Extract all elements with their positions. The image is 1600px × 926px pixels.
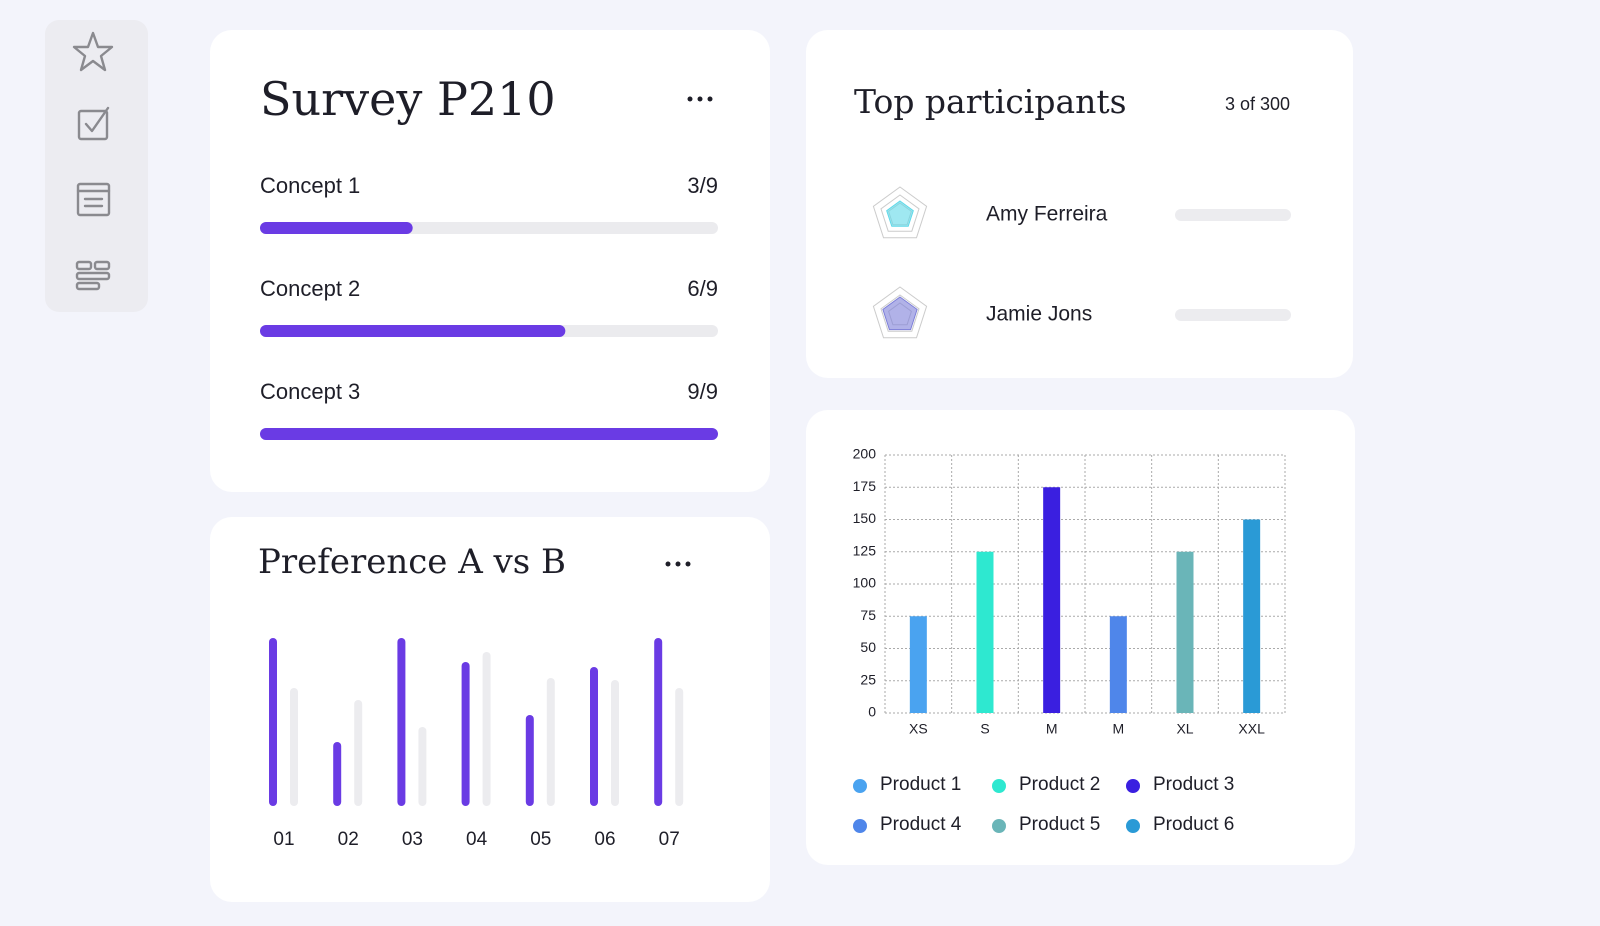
layout-icon[interactable] [75, 260, 111, 291]
participants-count: 3 of 300 [1225, 94, 1290, 114]
legend-label: Product 6 [1153, 814, 1234, 835]
progress-bar [260, 325, 566, 337]
menu-button[interactable] [665, 561, 691, 567]
y-tick-label: 125 [853, 542, 877, 558]
bar [1043, 487, 1061, 713]
legend-label: Product 2 [1019, 774, 1100, 795]
concept-score: 3/9 [687, 173, 718, 198]
legend-marker [853, 819, 867, 833]
participant-name: Amy Ferreira [986, 203, 1108, 226]
concept-score: 9/9 [687, 379, 718, 404]
participants-title: Top participants [854, 82, 1127, 121]
bar [976, 551, 994, 713]
y-tick-label: 175 [853, 478, 877, 494]
legend-label: Product 5 [1019, 814, 1100, 835]
bar [269, 638, 277, 806]
x-tick-label: XL [1176, 721, 1193, 737]
legend-marker [1126, 779, 1140, 793]
radar-grid [872, 286, 928, 339]
concept-label: Concept 2 [260, 276, 360, 301]
progress-bar [260, 222, 413, 234]
x-tick-label: 03 [402, 829, 423, 850]
radar-grid [872, 186, 928, 239]
y-tick-label: 50 [860, 639, 876, 655]
x-tick-label: XS [909, 721, 928, 737]
y-tick-label: 25 [860, 671, 876, 687]
x-tick-label: M [1112, 721, 1124, 737]
check-icon[interactable] [77, 106, 110, 141]
x-tick-label: M [1046, 721, 1058, 737]
x-tick-label: 01 [273, 829, 294, 850]
x-tick-label: XXL [1238, 721, 1265, 737]
x-tick-label: 06 [594, 829, 615, 850]
bar [1176, 551, 1194, 713]
chart-card [806, 410, 1355, 865]
bar [909, 616, 927, 713]
bar [461, 662, 470, 806]
x-tick-label: 04 [466, 829, 488, 850]
participants-card [806, 30, 1353, 378]
legend-label: Product 4 [880, 814, 962, 835]
radar-shape [886, 200, 914, 227]
bar [482, 652, 491, 806]
legend-marker [1126, 819, 1140, 833]
radar-shape [882, 296, 918, 331]
bar [354, 700, 363, 806]
concept-score: 6/9 [687, 276, 718, 301]
y-tick-label: 200 [853, 446, 877, 462]
bar [397, 638, 406, 806]
bar [1109, 616, 1127, 713]
score-placeholder [1175, 309, 1291, 321]
bar [418, 727, 427, 806]
participant-name: Jamie Jons [986, 303, 1092, 326]
concept-label: Concept 3 [260, 379, 360, 404]
y-tick-label: 0 [868, 704, 876, 720]
legend-marker [992, 819, 1006, 833]
y-tick-label: 150 [853, 510, 877, 526]
radar-grid [880, 294, 920, 332]
star-icon[interactable] [72, 31, 114, 72]
bar [290, 688, 298, 806]
preference-title: Preference A vs B [258, 542, 566, 582]
x-tick-label: 07 [659, 829, 680, 850]
survey-card [210, 30, 770, 492]
bar [675, 688, 684, 806]
list-icon[interactable] [76, 182, 111, 217]
bar [525, 715, 534, 806]
bar [611, 680, 619, 806]
radar-grid [880, 194, 920, 232]
bar [333, 742, 342, 806]
score-placeholder [1175, 209, 1291, 221]
x-tick-label: 02 [338, 829, 359, 850]
progress-bar [260, 428, 718, 440]
menu-button[interactable] [687, 96, 713, 102]
legend-marker [992, 779, 1006, 793]
bar [590, 667, 598, 806]
bar [1243, 519, 1261, 713]
concept-label: Concept 1 [260, 173, 360, 198]
sidebar [45, 20, 148, 312]
x-tick-label: 05 [530, 829, 551, 850]
legend-label: Product 1 [880, 774, 961, 795]
bar [654, 638, 663, 806]
y-tick-label: 100 [853, 575, 877, 591]
survey-title: Survey P210 [260, 72, 556, 126]
x-tick-label: S [980, 721, 989, 737]
bar [546, 678, 555, 806]
y-tick-label: 75 [860, 607, 876, 623]
legend-marker [853, 779, 867, 793]
legend-label: Product 3 [1153, 774, 1234, 795]
